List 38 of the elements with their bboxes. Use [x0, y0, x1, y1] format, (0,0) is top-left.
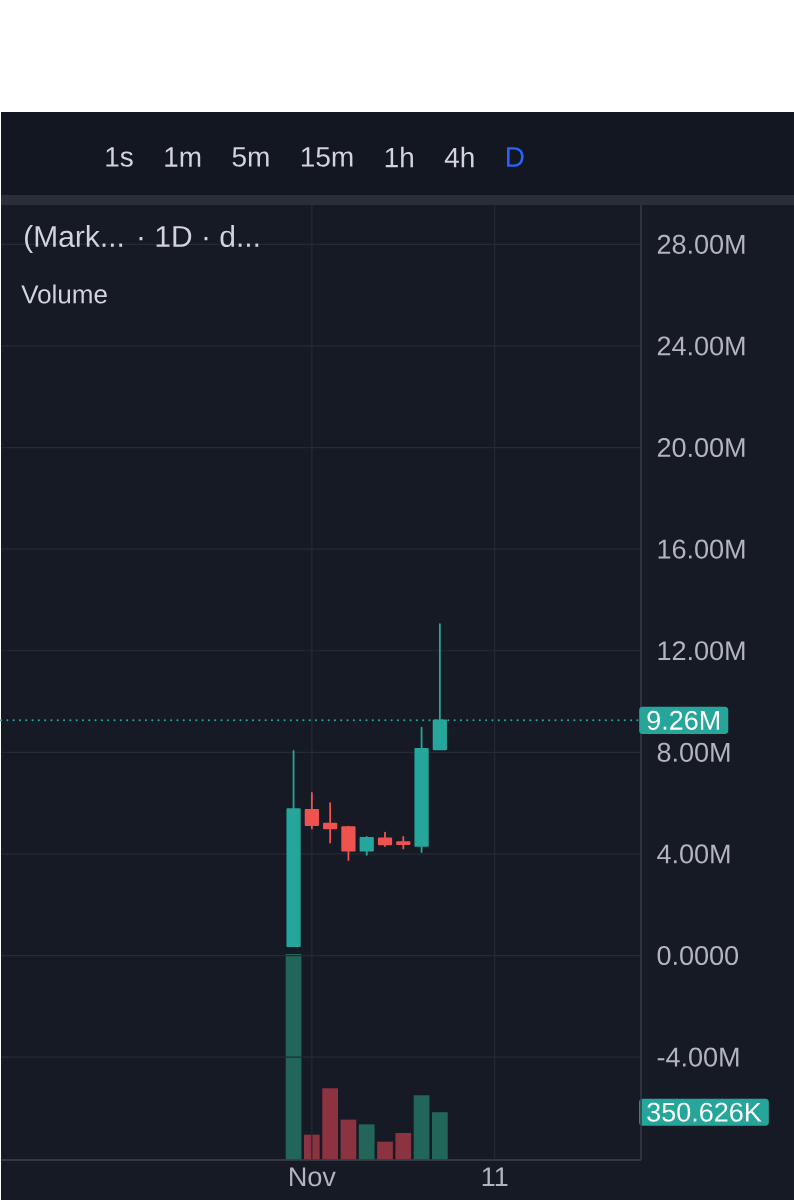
bar — [285, 953, 302, 1160]
y-tick-label: 4.00M — [657, 844, 730, 864]
candlestick — [286, 749, 301, 948]
text: 5m — [232, 147, 269, 167]
x-tick-label: Nov — [290, 1167, 336, 1187]
candlestick — [341, 825, 356, 862]
candlestick — [414, 726, 429, 854]
ref-line-label: 9.26M — [647, 710, 720, 730]
chart-title: Volume — [21, 284, 107, 304]
y-tick-label: -4.00M — [657, 1047, 739, 1067]
text: 4h — [444, 146, 474, 168]
y-tick-label: 8.00M — [657, 742, 730, 762]
candlestick — [323, 802, 338, 845]
bar — [340, 1119, 357, 1160]
text: (Mark... · 1D · d... — [25, 225, 259, 253]
text: 1s — [106, 147, 133, 167]
y-tick-label: 0.0000 — [657, 945, 739, 966]
text: 1h — [385, 146, 413, 168]
candlestick — [377, 831, 393, 848]
text: 350.626K — [647, 1102, 762, 1122]
bar — [377, 1141, 393, 1160]
candlestick — [304, 792, 319, 831]
x-tick-label: 11 — [482, 1167, 508, 1187]
y-tick-label: 12.00M — [658, 641, 745, 661]
candlestick — [359, 836, 374, 857]
bar — [431, 1112, 448, 1160]
bar — [395, 1133, 412, 1160]
text: 1m — [165, 147, 201, 167]
y-tick-label: 20.00M — [657, 437, 745, 458]
y-tick-label: 24.00M — [657, 336, 745, 356]
y-tick-label: 16.00M — [658, 539, 745, 559]
text: 15m — [301, 147, 353, 167]
y-tick-label: 28.00M — [657, 234, 745, 254]
bar — [322, 1088, 339, 1160]
candlestick — [396, 836, 411, 851]
bar — [358, 1124, 375, 1160]
text: D — [507, 147, 524, 167]
bar — [413, 1095, 430, 1160]
